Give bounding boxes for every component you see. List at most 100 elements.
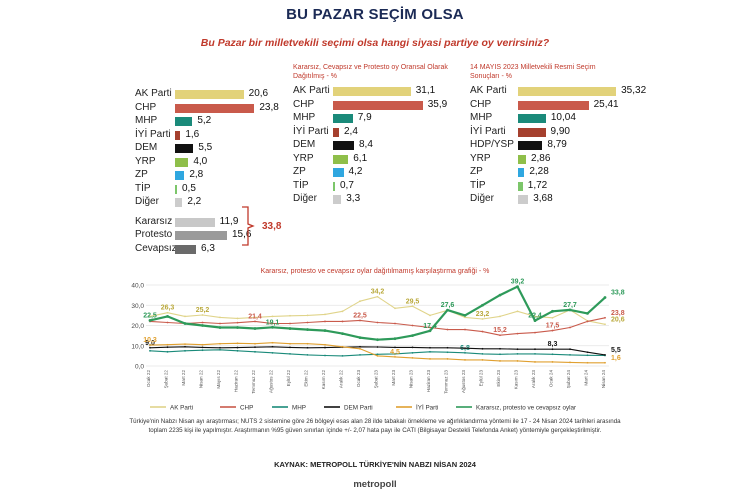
data-point (341, 320, 344, 323)
data-point (533, 319, 537, 323)
data-point (341, 332, 344, 335)
x-tick-label: Şubat 24 (566, 370, 571, 389)
data-point (254, 316, 256, 319)
x-tick-label: Ekim 23 (496, 370, 501, 387)
data-label: 25,2 (196, 307, 210, 314)
legend-label: CHP (240, 405, 253, 412)
data-label: 9,0 (145, 340, 155, 347)
bar-row-di-er: Diğer 2,2 (135, 196, 295, 210)
data-point (464, 347, 466, 350)
data-point (271, 345, 274, 348)
data-point (376, 346, 379, 348)
bar (518, 127, 546, 137)
bar (333, 168, 344, 177)
bar-label: DEM (293, 139, 316, 150)
legend-label: AK Parti (170, 405, 193, 412)
bar-value: 23,8 (259, 101, 279, 113)
bar (333, 100, 423, 110)
data-point (341, 345, 344, 348)
line-chart: 0,0 10,0 20,0 30,0 40,0 Ocak 22 Şubat 22 Mart 2… (131, 279, 624, 412)
bar-chart-current: AK Parti 20,6 CHP 23,8 MHP 5,2 İYİ Parti 1,6 DEM… (135, 88, 285, 254)
bar-value: 2,2 (187, 196, 202, 207)
bar-value: 3,3 (346, 193, 361, 204)
data-point (568, 308, 572, 312)
bar-row-zp: ZP 2,28 (470, 166, 658, 180)
data-point (324, 313, 326, 316)
bar (175, 90, 244, 99)
data-point (306, 353, 309, 356)
data-point (481, 330, 484, 333)
bar-row-mhp: MHP 10,04 (470, 112, 658, 126)
x-tick-label: Temmuz 23 (444, 370, 449, 394)
data-point (464, 359, 466, 361)
data-point (534, 331, 536, 334)
bar-value: 9,90 (550, 125, 570, 137)
bar-value: 6,1 (353, 152, 368, 164)
data-label: 22,5 (353, 312, 367, 319)
data-point (498, 293, 502, 297)
data-point (359, 347, 361, 350)
source-line: KAYNAK: METROPOLL TÜRKİYE'NİN NABZI NİSA… (274, 460, 476, 469)
bar-label: İYİ Parti (135, 128, 171, 140)
y-tick-label: 20,0 (131, 323, 144, 330)
data-point (219, 348, 221, 351)
data-point (236, 349, 239, 352)
data-point (166, 321, 169, 324)
data-point (324, 343, 326, 346)
bar (333, 127, 339, 137)
bar-row-zp: ZP 2,8 (135, 169, 295, 183)
bar (518, 114, 546, 123)
data-point (166, 350, 169, 353)
data-point (463, 313, 467, 317)
data-point (306, 346, 309, 349)
data-point (149, 315, 151, 318)
data-label: 21,4 (248, 313, 262, 320)
bar-label: MHP (135, 115, 158, 126)
data-point (201, 314, 204, 316)
bar (518, 87, 617, 96)
data-point (481, 318, 484, 320)
data-point (359, 345, 361, 348)
data-point (359, 300, 361, 303)
data-point (201, 324, 204, 327)
data-point (271, 322, 274, 325)
data-point (376, 354, 379, 357)
bar (175, 103, 255, 113)
bar (518, 141, 543, 150)
data-point (516, 348, 519, 351)
bar (518, 195, 529, 204)
data-point (184, 315, 186, 318)
bar-label: ZP (293, 166, 306, 177)
data-point (516, 360, 519, 362)
data-point (446, 346, 449, 349)
data-label: 10,3 (143, 337, 157, 344)
data-point (201, 346, 204, 349)
bar-value: 10,04 (550, 112, 576, 123)
data-point (254, 346, 256, 349)
data-point (394, 322, 396, 325)
data-point (376, 321, 379, 324)
data-point (376, 338, 379, 342)
x-tick-label: Şubat 22 (164, 370, 169, 389)
x-tick-label: Eylül 23 (479, 370, 484, 387)
data-point (604, 323, 606, 326)
data-point (569, 326, 571, 329)
bar-label: MHP (293, 112, 316, 123)
bar-value: 1,72 (527, 179, 548, 191)
x-tick-label: Haziran 23 (426, 370, 431, 393)
bar-label: Cevapsız (135, 242, 177, 254)
bar-label: HDP/YSP (470, 139, 514, 150)
data-point (411, 351, 414, 354)
data-point (604, 316, 606, 319)
data-point (236, 326, 239, 329)
bar-row-i-yi-parti: İYİ Parti 2,4 (293, 126, 463, 140)
data-point (516, 352, 519, 355)
bar-label: TİP (293, 179, 309, 191)
data-label: 27,6 (441, 302, 455, 309)
bar-row-protesto: Protesto 15,6 (135, 229, 295, 243)
data-point (306, 314, 309, 317)
data-label: 34,2 (371, 289, 385, 296)
bar-label: Protesto (135, 229, 173, 240)
bar-value: 0,5 (182, 182, 196, 194)
data-point (236, 321, 239, 324)
